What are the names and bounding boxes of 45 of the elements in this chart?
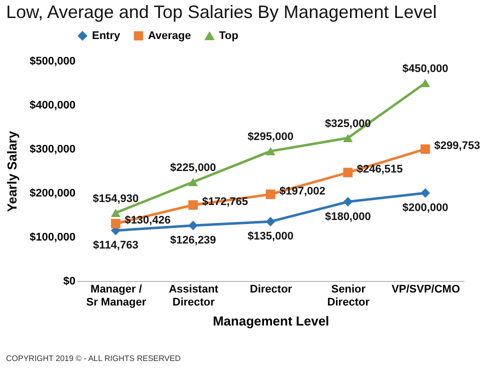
data-label: $114,763 — [93, 240, 138, 252]
y-tick-label: $100,000 — [30, 232, 76, 244]
point — [188, 178, 198, 186]
legend-label: Top — [219, 30, 239, 42]
point — [420, 188, 430, 198]
text: COPYRIGHT 2019 © - ALL RIGHTS RESERVED — [6, 354, 181, 363]
point — [266, 190, 276, 200]
data-label: $135,000 — [248, 230, 294, 243]
x-tick-label: Director — [250, 284, 293, 296]
point — [266, 147, 276, 156]
x-tick-label: Senior Director — [327, 284, 370, 308]
point — [266, 216, 276, 226]
x-tick-label: Manager / Sr Manager — [86, 284, 147, 308]
data-label: $246,515 — [356, 164, 403, 176]
y-tick-label: $500,000 — [30, 56, 76, 68]
y-tick-label: $300,000 — [30, 144, 76, 156]
data-label: $130,426 — [124, 214, 171, 227]
point — [110, 218, 120, 228]
data-label: $299,753 — [434, 140, 480, 152]
data-label: $200,000 — [402, 202, 448, 214]
data-label: $180,000 — [324, 210, 371, 223]
point — [420, 144, 430, 154]
data-label: $126,239 — [170, 234, 216, 246]
chart-title: Low, Average and Top Salaries By Management Level — [6, 2, 437, 22]
y-axis-title: Yearly Salary — [4, 130, 20, 212]
point — [343, 197, 353, 207]
y-tick-label: $400,000 — [30, 100, 76, 112]
x-tick-label: VP/SVP/CMO — [392, 284, 460, 296]
legend-label: Average — [148, 30, 192, 42]
point — [110, 208, 120, 217]
point — [343, 168, 353, 178]
x-tick-label: Assistant Director — [168, 284, 219, 308]
data-label: $295,000 — [248, 131, 294, 144]
data-label: $197,002 — [280, 185, 326, 198]
y-tick-label: $200,000 — [30, 188, 76, 200]
point — [420, 78, 430, 88]
legend-label: Entry — [92, 30, 121, 42]
point — [188, 200, 198, 210]
point — [343, 134, 353, 142]
data-label: $154,930 — [92, 192, 139, 205]
point — [188, 220, 198, 230]
data-label: $450,000 — [402, 63, 448, 75]
x-axis-title: Management Level — [212, 314, 330, 328]
y-tick-label: $0 — [63, 276, 76, 288]
data-label: $225,000 — [170, 162, 216, 174]
